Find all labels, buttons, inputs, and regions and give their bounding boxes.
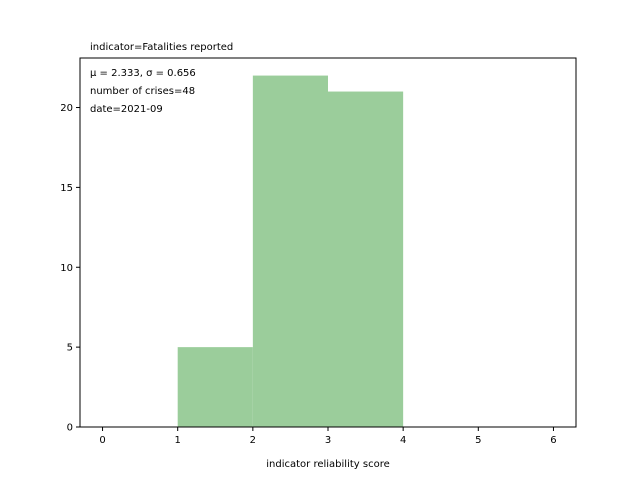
y-tick-label-4: 20: [60, 103, 73, 114]
x-axis-label: indicator reliability score: [266, 459, 390, 470]
bars-group: [177, 75, 404, 428]
x-tick-label-4: 4: [400, 435, 406, 446]
y-axis-ticks: 0 5 10 15 20: [60, 103, 80, 434]
x-axis-ticks: 0 1 2 3 4 5 6: [99, 427, 557, 446]
x-tick-label-3: 3: [325, 435, 331, 446]
histogram-bar-2: [328, 91, 404, 427]
y-tick-label-0: 0: [67, 423, 73, 434]
x-tick-label-6: 6: [550, 435, 556, 446]
y-tick-label-2: 10: [60, 263, 73, 274]
x-tick-label-0: 0: [99, 435, 105, 446]
x-tick-label-2: 2: [250, 435, 256, 446]
chart-title: indicator=Fatalities reported: [90, 42, 233, 53]
stats-annotation: μ = 2.333, σ = 0.656: [90, 68, 196, 79]
y-tick-label-1: 5: [67, 343, 73, 354]
date-annotation: date=2021-09: [90, 104, 163, 115]
count-annotation: number of crises=48: [90, 86, 195, 97]
x-tick-label-5: 5: [475, 435, 481, 446]
histogram-bar-0: [177, 347, 253, 427]
x-tick-label-1: 1: [175, 435, 181, 446]
histogram-bar-1: [252, 75, 328, 428]
y-tick-label-3: 15: [60, 183, 73, 194]
